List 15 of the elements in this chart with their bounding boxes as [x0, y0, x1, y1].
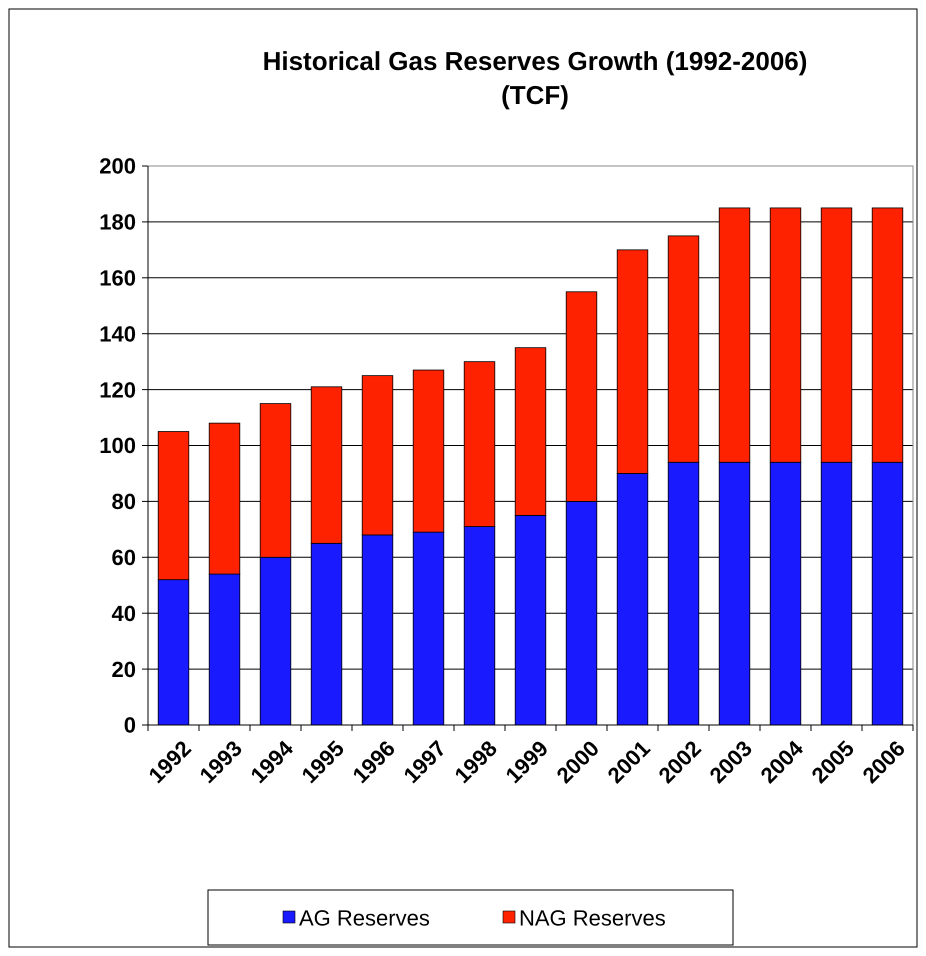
y-tick-label: 140	[99, 321, 136, 346]
y-tick-label: 160	[99, 266, 136, 290]
y-tick-label: 120	[99, 377, 136, 402]
y-tick-label: 0	[124, 712, 136, 738]
y-tick-label: 200	[99, 154, 136, 179]
y-tick-label: 80	[112, 489, 136, 514]
y-tick-label: 20	[112, 656, 136, 682]
y-tick-label: 40	[112, 600, 136, 626]
y-tick-label: 100	[99, 433, 136, 458]
y-tick-label: 180	[99, 210, 136, 235]
y-tick-label: 60	[112, 545, 136, 570]
chart-subtitle: (TCF)	[501, 80, 569, 110]
chart-title: Historical Gas Reserves Growth (1992-2006)	[262, 46, 808, 76]
legend-label: NAG Reserves	[519, 906, 666, 931]
legend-label: AG Reserves	[299, 906, 430, 931]
